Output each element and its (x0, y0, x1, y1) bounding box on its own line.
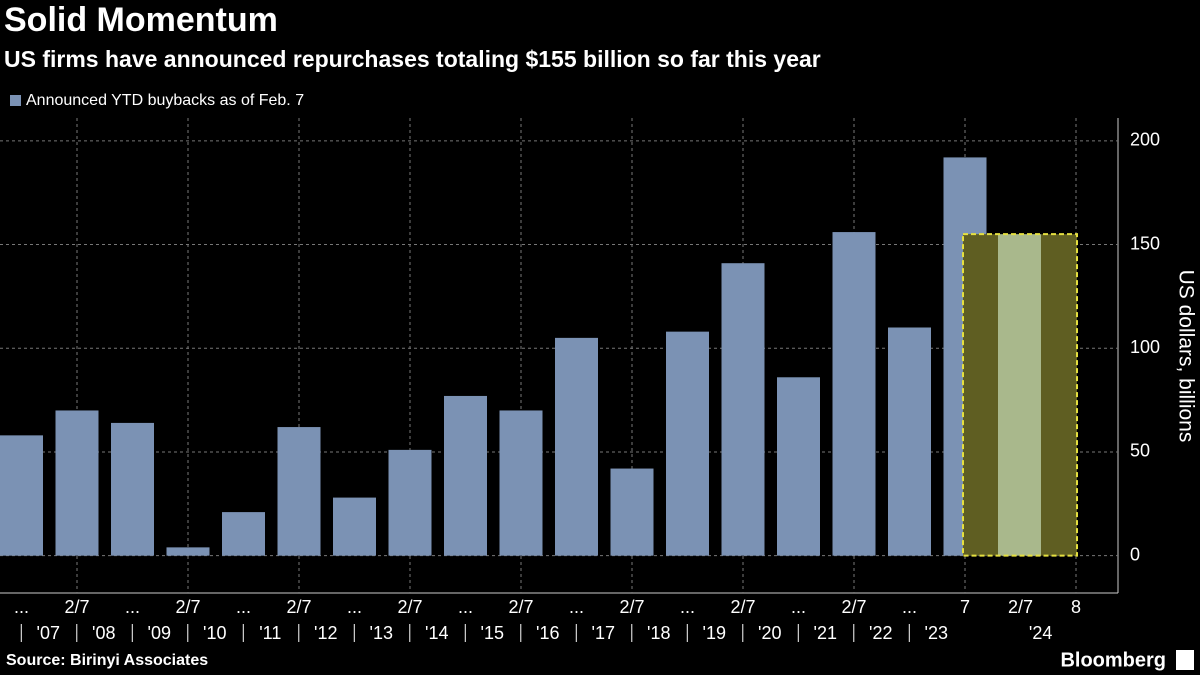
y-tick-label: 50 (1130, 441, 1150, 461)
x-year-label: '19 (703, 623, 726, 643)
legend-label: Announced YTD buybacks as of Feb. 7 (26, 92, 304, 109)
x-tick-label: ... (458, 597, 473, 617)
x-year-label: '12 (314, 623, 337, 643)
brand-icon (1176, 650, 1194, 670)
bar (333, 497, 376, 556)
bar (555, 337, 598, 556)
bar (388, 449, 432, 556)
x-year-label: '14 (425, 623, 448, 643)
chart-subtitle: US firms have announced repurchases tota… (4, 46, 821, 72)
bar (55, 410, 99, 556)
x-year-label: '24 (1029, 623, 1052, 643)
x-year-label: '10 (203, 623, 226, 643)
x-year-label: '21 (814, 623, 837, 643)
x-year-label: '08 (92, 623, 115, 643)
bar (444, 395, 487, 556)
x-tick-label: 2/7 (619, 597, 644, 617)
x-year-label: '07 (37, 623, 60, 643)
x-tick-label: 2/7 (175, 597, 200, 617)
bar (0, 435, 43, 556)
x-tick-label: 2/7 (841, 597, 866, 617)
bar (222, 512, 265, 556)
x-tick-label: 2/7 (508, 597, 533, 617)
bar (277, 427, 321, 556)
x-tick-label: ... (14, 597, 29, 617)
x-year-label: '15 (481, 623, 504, 643)
highlight-mid (998, 234, 1041, 556)
x-year-label: '11 (259, 623, 281, 643)
bar (499, 410, 543, 556)
x-tick-label: ... (791, 597, 806, 617)
bar (166, 547, 210, 556)
x-year-label: '18 (647, 623, 670, 643)
bar (610, 468, 654, 556)
x-year-label: '16 (536, 623, 559, 643)
bar (666, 331, 709, 556)
x-tick-label: 7 (960, 597, 970, 617)
y-tick-label: 100 (1130, 337, 1160, 357)
x-tick-label: ... (125, 597, 140, 617)
x-year-label: '23 (925, 623, 948, 643)
x-tick-label: ... (569, 597, 584, 617)
bar (111, 422, 154, 556)
y-tick-label: 200 (1130, 130, 1160, 150)
x-tick-label: ... (236, 597, 251, 617)
x-year-label: '13 (370, 623, 393, 643)
chart-title: Solid Momentum (4, 1, 278, 39)
x-tick-label: 2/7 (64, 597, 89, 617)
x-tick-label: ... (902, 597, 917, 617)
x-tick-label: 2/7 (286, 597, 311, 617)
x-year-label: '20 (758, 623, 781, 643)
y-axis-label: US dollars, billions (1174, 270, 1197, 443)
x-year-label: '09 (148, 623, 171, 643)
bar (832, 232, 876, 556)
y-tick-label: 0 (1130, 544, 1140, 564)
source: Source: Birinyi Associates (6, 652, 208, 669)
brand: Bloomberg (1060, 649, 1166, 671)
x-tick-label: 2/7 (730, 597, 755, 617)
x-tick-label: ... (347, 597, 362, 617)
highlight-right (1041, 234, 1077, 556)
x-tick-label: 8 (1071, 597, 1081, 617)
x-tick-label: 2/7 (397, 597, 422, 617)
bar (777, 377, 820, 556)
y-tick-label: 150 (1130, 233, 1160, 253)
x-tick-label: ... (680, 597, 695, 617)
x-year-label: '22 (869, 623, 892, 643)
bar (888, 327, 931, 556)
x-tick-label: 2/7 (1008, 597, 1033, 617)
highlight-box (962, 233, 1078, 557)
legend-swatch (10, 95, 21, 106)
bar (721, 263, 765, 556)
x-year-label: '17 (592, 623, 615, 643)
highlight-left (963, 234, 998, 556)
